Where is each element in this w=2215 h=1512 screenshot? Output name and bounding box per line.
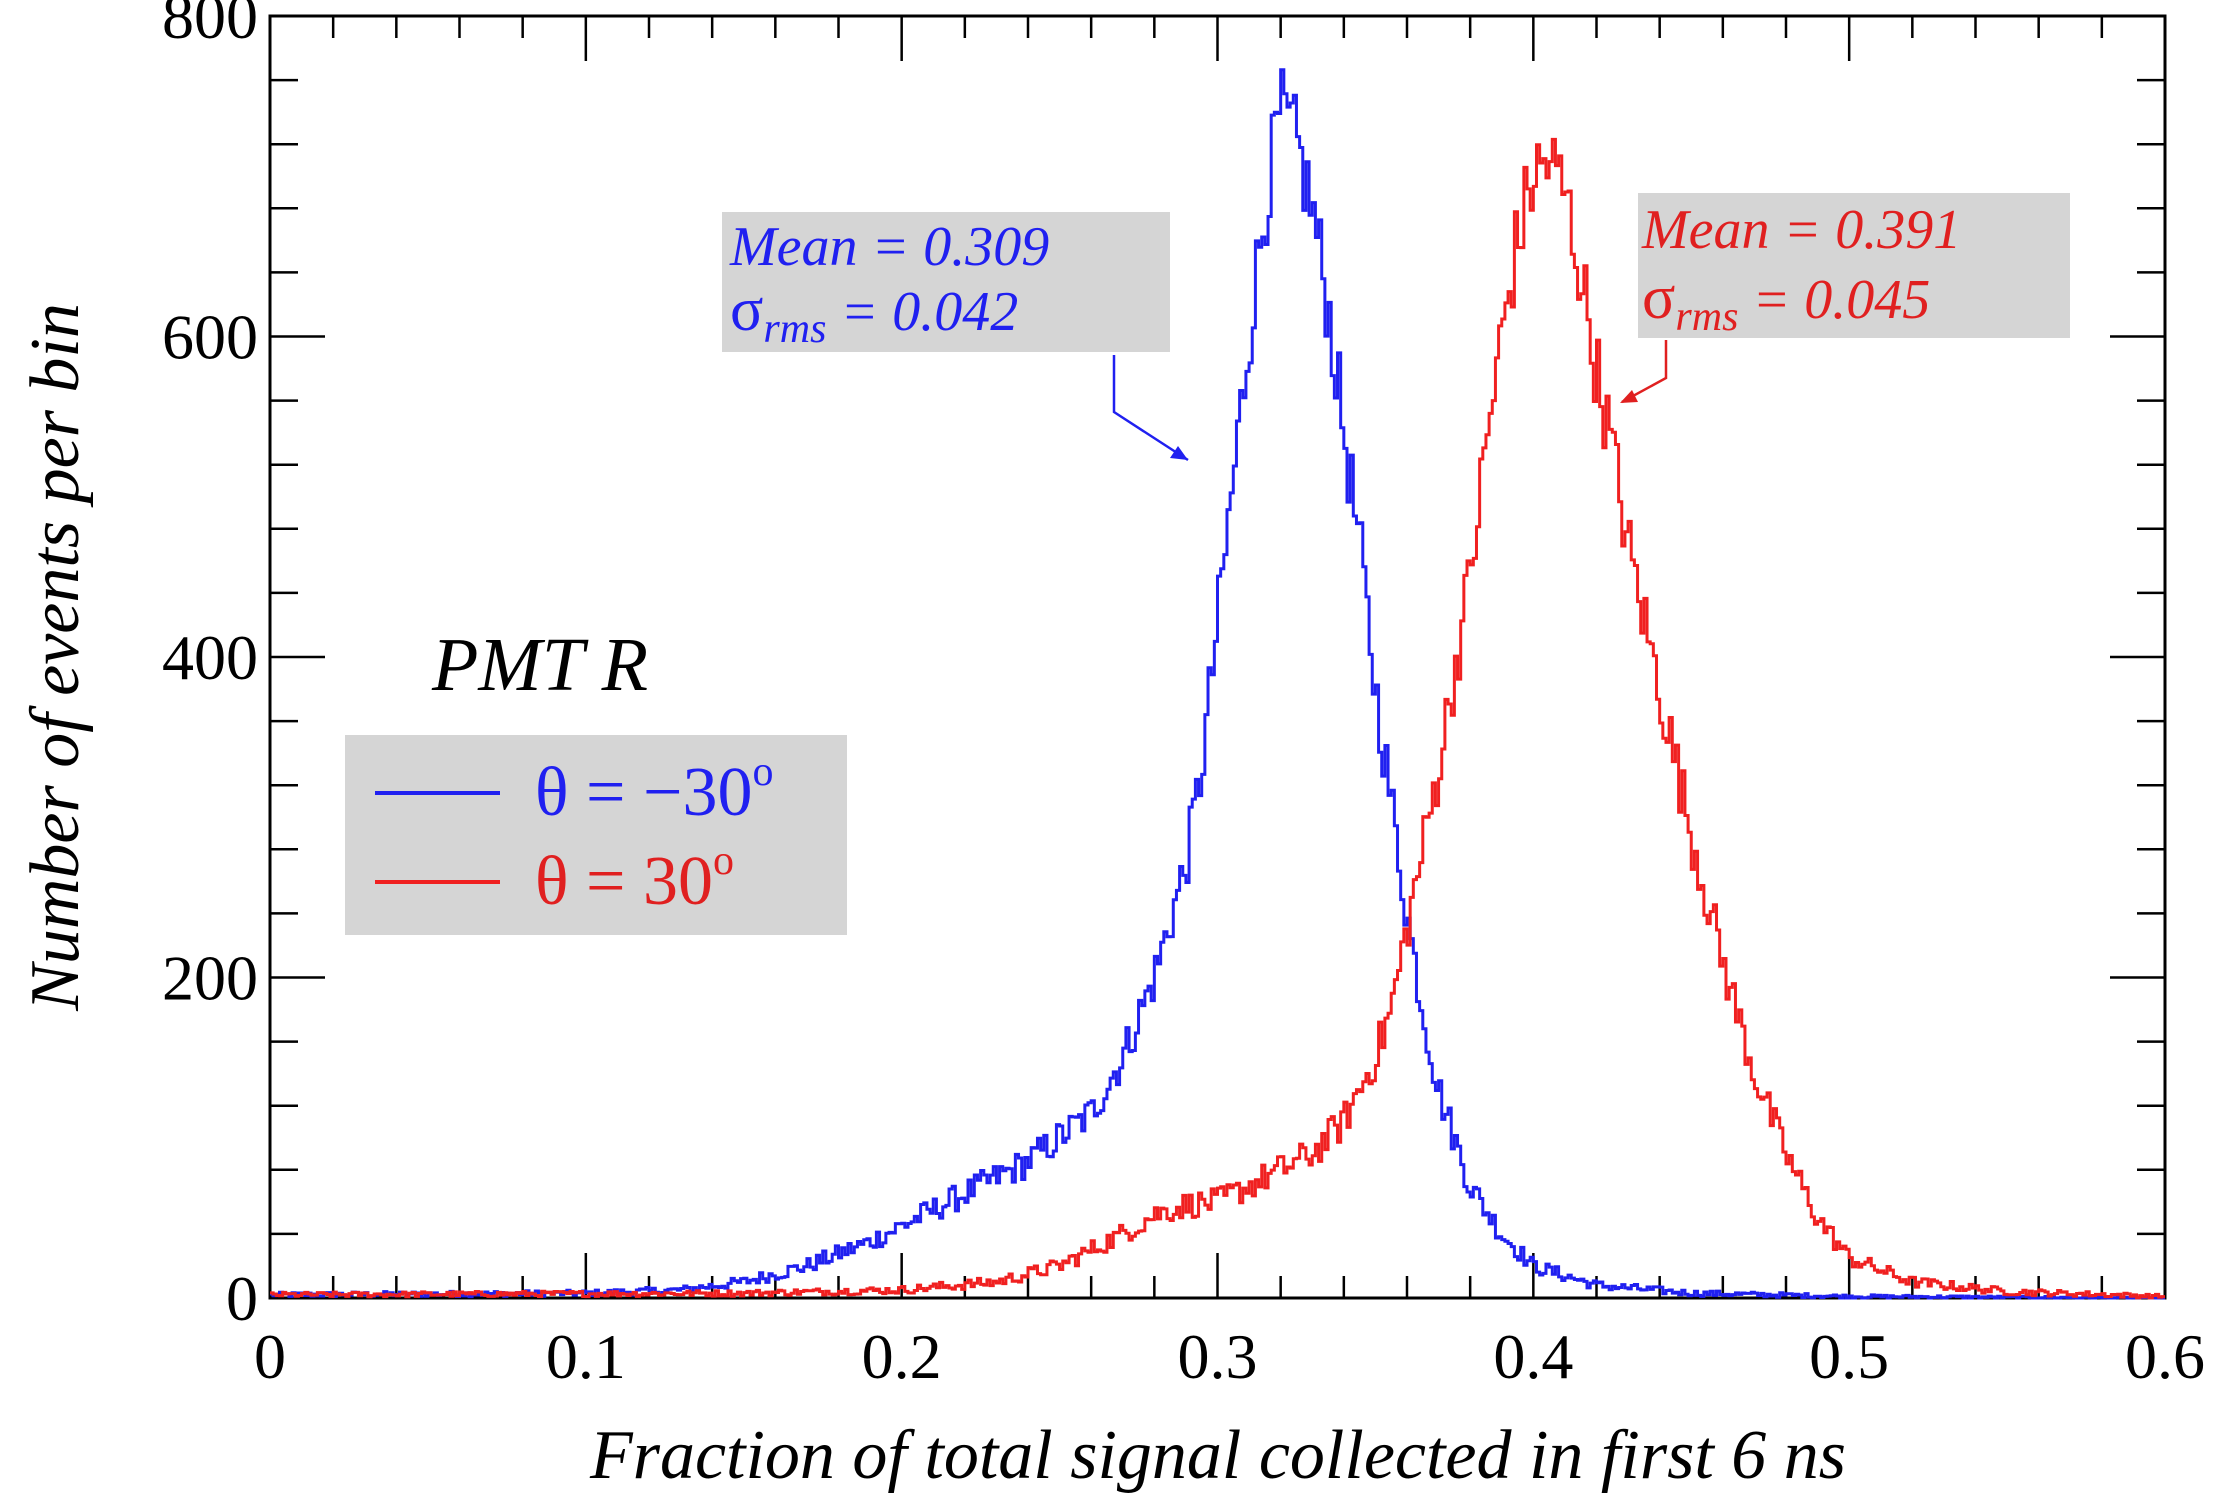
stats-mean-series-1: Mean = 0.309 <box>729 216 1049 278</box>
x-tick-label: 0.2 <box>862 1321 942 1392</box>
x-tick-label: 0.4 <box>1493 1321 1573 1392</box>
y-tick-label: 200 <box>162 943 258 1014</box>
y-tick-label: 600 <box>162 302 258 373</box>
axis-tick-labels: 0 200 400 600 800 0 0.1 0.2 0.3 0.4 0.5 0.6 <box>162 0 2205 1392</box>
x-tick-label: 0.6 <box>2125 1321 2205 1392</box>
x-tick-label: 0 <box>254 1321 286 1392</box>
x-tick-label: 0.1 <box>546 1321 626 1392</box>
stats-box-series-1-bg <box>722 212 1170 352</box>
legend: θ = −30o θ = 30o <box>345 735 847 935</box>
stats-box-series-1: Mean = 0.309 σrms = 0.042 <box>722 212 1189 462</box>
y-tick-label: 400 <box>162 622 258 693</box>
series-layer <box>270 68 2165 1300</box>
stats-sigma-series-1: σrms = 0.042 <box>730 276 1018 352</box>
y-axis-title: Number of events per bin <box>17 303 94 1012</box>
series-line-2 <box>270 137 2165 1300</box>
stats-box-series-2-bg <box>1638 193 2070 338</box>
legend-label-series-1: θ = −30o <box>535 749 774 831</box>
x-axis-title: Fraction of total signal collected in fi… <box>589 1417 1846 1494</box>
x-tick-label: 0.5 <box>1809 1321 1889 1392</box>
axis-ticks <box>268 14 2167 1300</box>
stats-arrowhead-series-2 <box>1620 390 1638 403</box>
stats-arrowhead-series-1 <box>1170 446 1188 460</box>
stats-arrow-series-1 <box>1112 355 1189 462</box>
stats-mean-series-2: Mean = 0.391 <box>1641 199 1961 261</box>
stats-arrow-series-2 <box>1621 340 1668 404</box>
legend-label-series-2: θ = 30o <box>535 838 734 920</box>
legend-box <box>345 735 847 935</box>
stats-sigma-series-2: σrms = 0.045 <box>1642 264 1930 340</box>
series-line-1 <box>270 68 2165 1300</box>
chart-title: PMT R <box>431 623 648 707</box>
y-tick-label: 800 <box>162 0 258 52</box>
x-tick-label: 0.3 <box>1178 1321 1258 1392</box>
y-tick-label: 0 <box>226 1263 258 1334</box>
stats-box-series-2: Mean = 0.391 σrms = 0.045 <box>1620 193 2070 404</box>
